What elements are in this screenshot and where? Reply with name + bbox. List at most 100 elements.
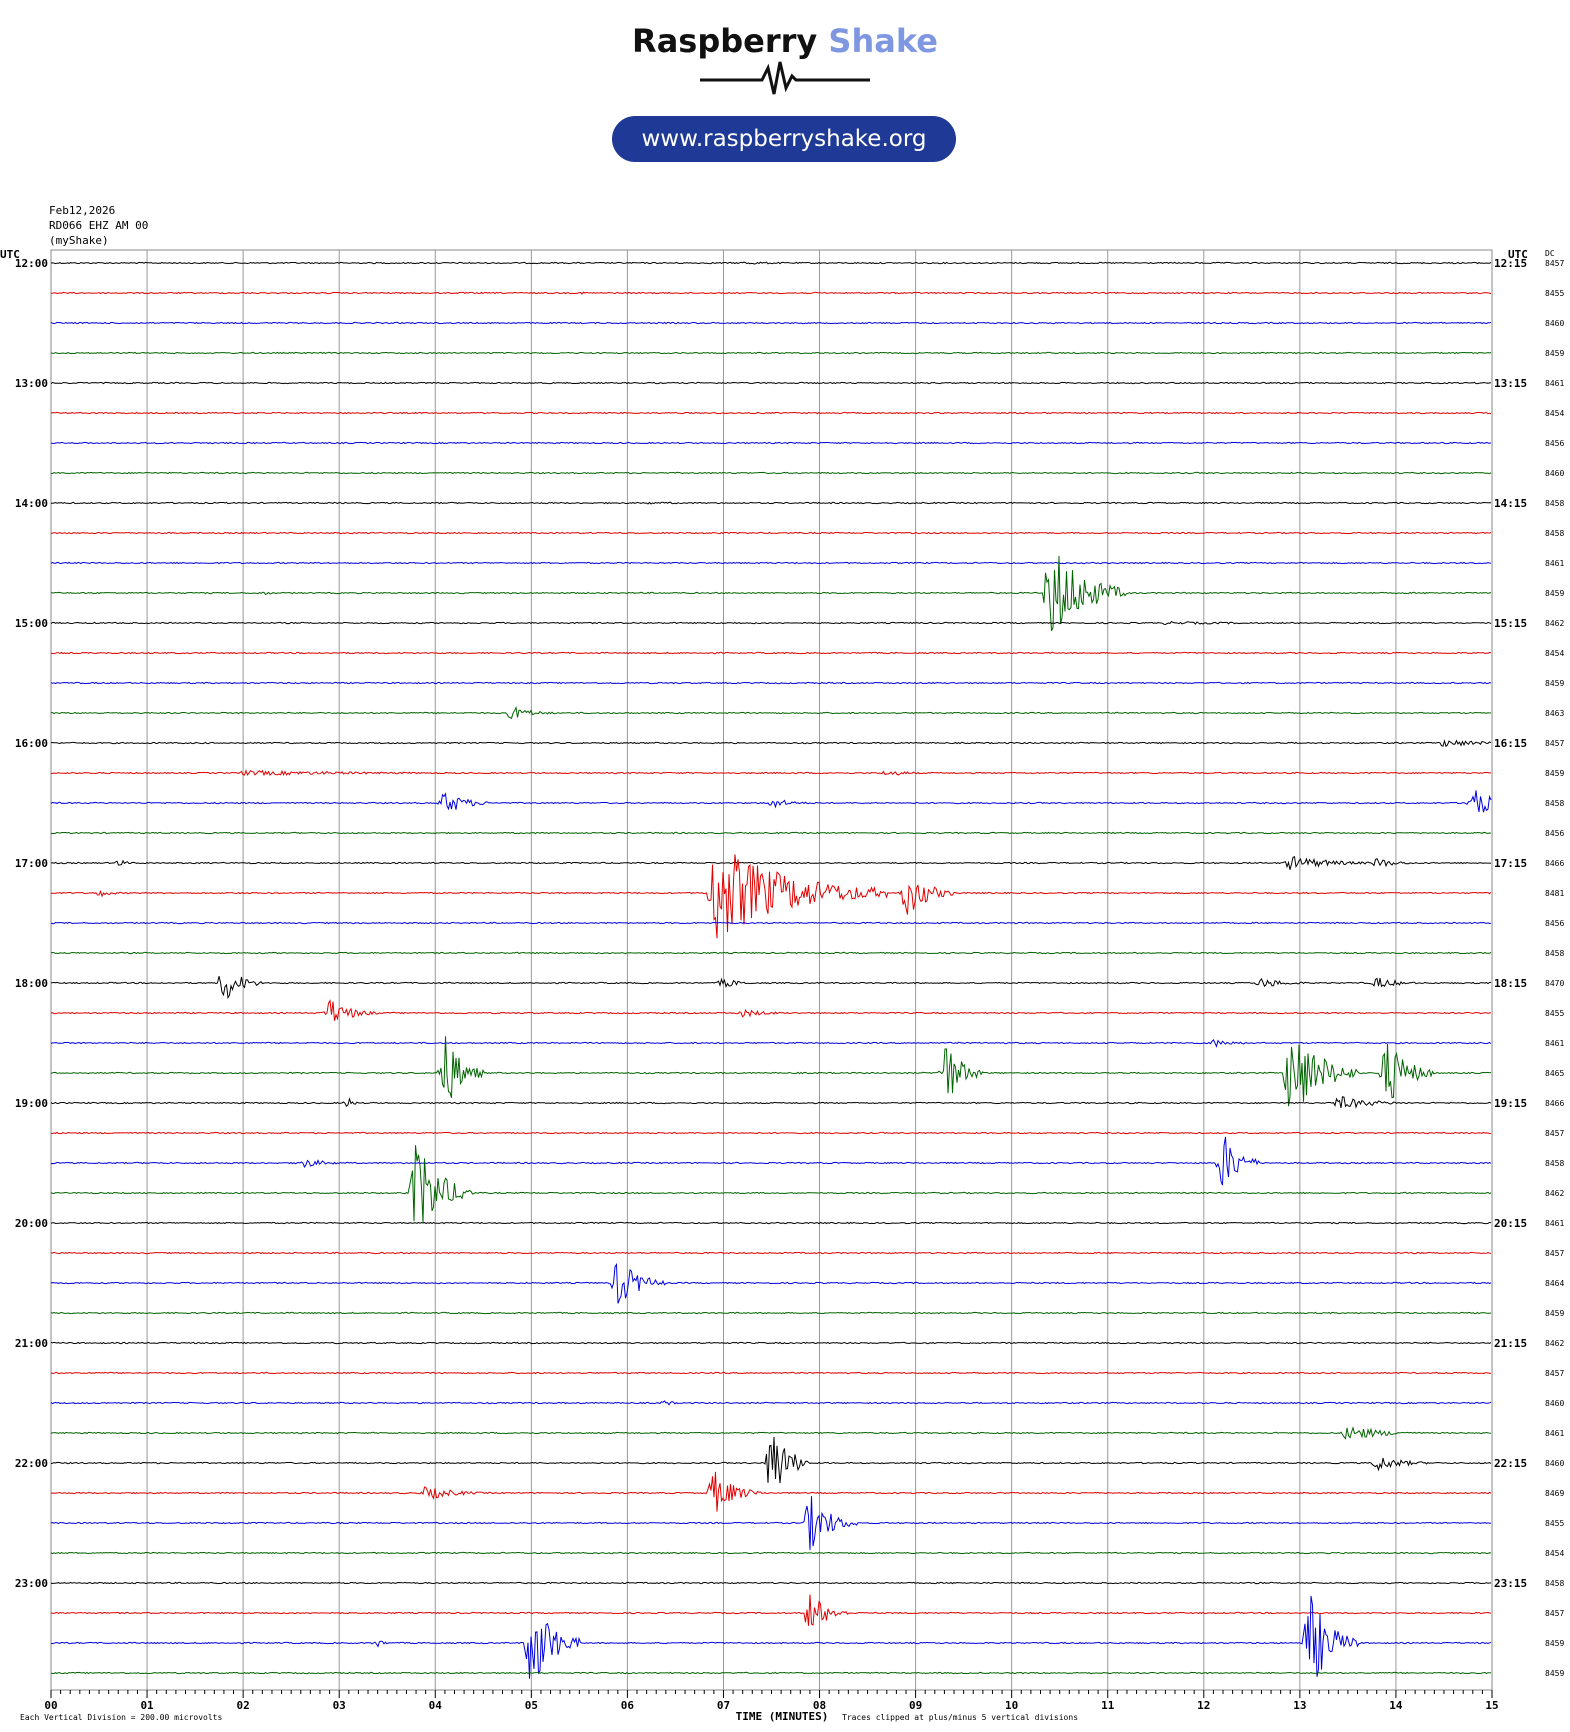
- website-url-link[interactable]: www.raspberryshake.org: [612, 116, 956, 162]
- hour-label-left: 18:00: [15, 977, 48, 990]
- seismic-trace-line: [50, 1039, 1492, 1048]
- dc-value-label: 8460: [1545, 1459, 1564, 1468]
- hour-label-left: 17:00: [15, 857, 48, 870]
- seismic-trace-line: [50, 1096, 1492, 1109]
- seismic-trace-line: [50, 999, 1491, 1021]
- hour-label-left: 15:00: [15, 617, 48, 630]
- vertical-division-note: Each Vertical Division = 200.00 microvol…: [20, 1713, 222, 1722]
- dc-value-label: 8459: [1545, 1309, 1564, 1318]
- x-tick-label: 08: [813, 1699, 826, 1712]
- seismic-trace-line: [50, 854, 1492, 939]
- dc-value-label: 8458: [1545, 1159, 1564, 1168]
- dc-value-label: 8459: [1545, 589, 1564, 598]
- seismic-trace-line: [50, 620, 1492, 626]
- seismic-trace-line: [50, 1471, 1492, 1512]
- x-tick-label: 09: [909, 1699, 922, 1712]
- hour-label-left: 13:00: [15, 377, 48, 390]
- x-tick-label: 01: [140, 1699, 154, 1712]
- hour-label-right: 20:15: [1494, 1217, 1527, 1230]
- hour-label-left: 12:00: [15, 257, 48, 270]
- seismic-trace-line: [50, 921, 1492, 925]
- brand-name-part1: Raspberry: [632, 22, 818, 60]
- seismic-trace-line: [50, 1131, 1491, 1135]
- seismic-trace-line: [51, 291, 1492, 295]
- seismic-trace-line: [50, 1036, 1492, 1107]
- record-date: Feb12,2026: [49, 204, 116, 217]
- dc-value-label: 8465: [1545, 1069, 1564, 1078]
- seismic-trace-line: [50, 705, 1492, 720]
- x-tick-label: 12: [1197, 1699, 1210, 1712]
- seismic-trace-line: [50, 351, 1492, 355]
- seismic-trace-line: [50, 769, 1492, 777]
- dc-column-label: DC: [1545, 249, 1555, 258]
- hour-label-right: 15:15: [1494, 617, 1527, 630]
- hour-label-right: 13:15: [1494, 377, 1527, 390]
- seismic-trace-line: [50, 1581, 1492, 1585]
- hour-label-left: 22:00: [15, 1457, 48, 1470]
- seismic-trace-line: [50, 1341, 1492, 1345]
- seismic-trace-line: [51, 1594, 1492, 1626]
- dc-value-label: 8458: [1545, 799, 1564, 808]
- hour-label-right: 21:15: [1494, 1337, 1527, 1350]
- seismic-trace-line: [50, 951, 1492, 955]
- seismic-trace-line: [50, 831, 1492, 835]
- hour-label-left: 19:00: [15, 1097, 48, 1110]
- x-tick-label: 10: [1005, 1699, 1018, 1712]
- dc-value-label: 8470: [1545, 979, 1564, 988]
- seismic-trace-line: [50, 1551, 1492, 1555]
- x-axis-title: TIME (MINUTES): [736, 1710, 829, 1723]
- seismogram-logo-icon: [700, 61, 870, 95]
- station-id: RD066 EHZ AM 00: [49, 219, 149, 232]
- dc-value-label: 8457: [1545, 1249, 1564, 1258]
- seismic-trace-line: [50, 381, 1492, 385]
- dc-value-label: 8461: [1545, 1429, 1564, 1438]
- x-tick-label: 14: [1389, 1699, 1403, 1712]
- dc-value-label: 8462: [1545, 1189, 1564, 1198]
- seismic-trace-line: [50, 681, 1492, 685]
- clipping-note: Traces clipped at plus/minus 5 vertical …: [842, 1713, 1078, 1722]
- hour-label-left: 14:00: [15, 497, 48, 510]
- x-tick-label: 03: [333, 1699, 346, 1712]
- hour-label-left: 20:00: [15, 1217, 48, 1230]
- dc-value-label: 8466: [1545, 859, 1564, 868]
- seismic-trace-line: [50, 1221, 1492, 1225]
- hour-label-right: 16:15: [1494, 737, 1527, 750]
- dc-value-label: 8457: [1545, 739, 1564, 748]
- brand-logo: Raspberry Shake: [0, 22, 1570, 60]
- dc-value-label: 8461: [1545, 379, 1564, 388]
- dc-value-label: 8458: [1545, 1579, 1564, 1588]
- hour-label-right: 22:15: [1494, 1457, 1527, 1470]
- seismic-trace-line: [51, 1595, 1492, 1679]
- x-tick-label: 15: [1485, 1699, 1498, 1712]
- seismic-trace-line: [50, 1145, 1492, 1223]
- dc-value-label: 8469: [1545, 1489, 1564, 1498]
- hour-label-right: 17:15: [1494, 857, 1527, 870]
- brand-name-part2: Shake: [828, 22, 938, 60]
- dc-value-label: 8455: [1545, 1009, 1564, 1018]
- dc-value-label: 8460: [1545, 319, 1564, 328]
- seismic-trace-line: [50, 1426, 1492, 1440]
- dc-value-label: 8463: [1545, 709, 1564, 718]
- seismic-trace-line: [50, 321, 1492, 325]
- dc-value-label: 8464: [1545, 1279, 1564, 1288]
- x-tick-label: 07: [717, 1699, 730, 1712]
- dc-value-label: 8458: [1545, 529, 1564, 538]
- x-tick-label: 06: [621, 1699, 635, 1712]
- dc-value-label: 8459: [1545, 1639, 1564, 1648]
- dc-value-label: 8454: [1545, 409, 1564, 418]
- dc-value-label: 8456: [1545, 439, 1564, 448]
- x-tick-label: 05: [525, 1699, 538, 1712]
- seismic-trace-line: [50, 651, 1492, 655]
- dc-value-label: 8461: [1545, 1219, 1564, 1228]
- hour-label-left: 23:00: [15, 1577, 48, 1590]
- dc-value-label: 8458: [1545, 499, 1564, 508]
- dc-value-label: 8481: [1545, 889, 1564, 898]
- seismic-trace-line: [50, 1136, 1492, 1186]
- dc-value-label: 8457: [1545, 259, 1564, 268]
- dc-value-label: 8462: [1545, 1339, 1564, 1348]
- seismic-trace-line: [50, 411, 1492, 415]
- dc-value-label: 8462: [1545, 619, 1564, 628]
- hour-label-right: 18:15: [1494, 977, 1527, 990]
- x-tick-label: 00: [44, 1699, 57, 1712]
